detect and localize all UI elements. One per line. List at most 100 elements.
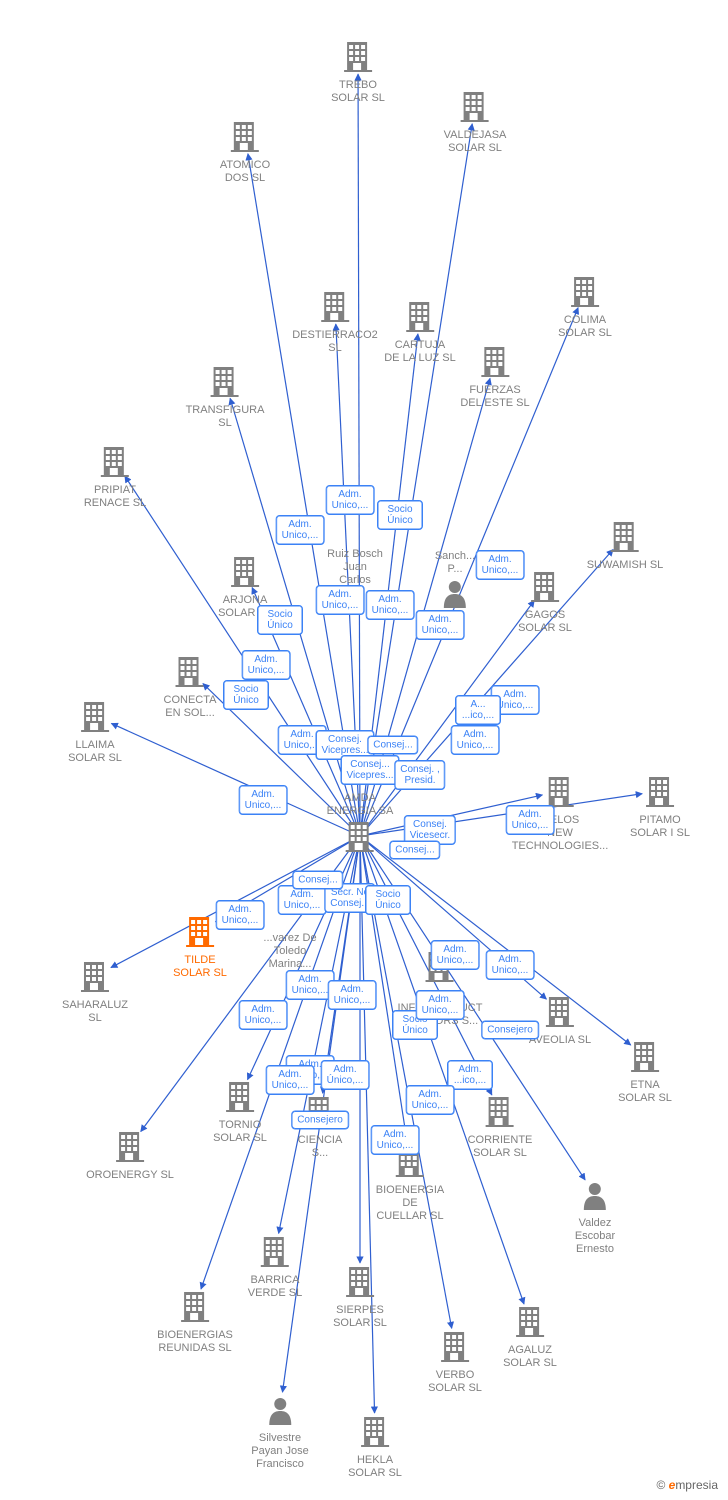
node-label: ...varez De Toledo Marina... [263, 932, 316, 971]
node-etna[interactable]: ETNA SOLAR SL [618, 1040, 672, 1105]
edge-label: Adm. Unico,... [366, 590, 415, 620]
node-label: AGALUZ SOLAR SL [503, 1344, 557, 1370]
copyright: © empresia [656, 1478, 718, 1492]
node-barrica[interactable]: BARRICA VERDE SL [248, 1235, 302, 1300]
edge-label: Adm. Unico,... [431, 940, 480, 970]
node-colima[interactable]: COLIMA SOLAR SL [558, 275, 612, 340]
node-label: VERBO SOLAR SL [428, 1369, 482, 1395]
node-gagos[interactable]: GAGOS SOLAR SL [518, 570, 572, 635]
node-alvarez[interactable]: ...varez De Toledo Marina... [263, 930, 316, 971]
node-label: TRANSFIGURA SL [186, 404, 265, 430]
node-hekla[interactable]: HEKLA SOLAR SL [348, 1415, 402, 1480]
node-destierraco[interactable]: DESTIERRACO2 SL [292, 290, 378, 355]
node-label: BIOENERGIA DE CUELLAR SL [376, 1184, 444, 1223]
edge-label: Adm. Unico,... [416, 990, 465, 1020]
node-pitamo[interactable]: PITAMO SOLAR I SL [630, 775, 690, 840]
edge-label: Adm. Único,... [321, 1060, 370, 1090]
node-suwamish[interactable]: SUWAMISH SL [587, 520, 664, 572]
node-label: BARRICA VERDE SL [248, 1274, 302, 1300]
node-valdejasa[interactable]: VALDEJASA SOLAR SL [444, 90, 507, 155]
edge-label: Consej... [389, 841, 440, 860]
edge-label: Adm. Unico,... [406, 1085, 455, 1115]
node-label: OROENERGY SL [86, 1169, 174, 1182]
node-bioenergia[interactable]: BIOENERGIA DE CUELLAR SL [376, 1145, 444, 1223]
node-corriente[interactable]: CORRIENTE SOLAR SL [468, 1095, 533, 1160]
node-label: HEKLA SOLAR SL [348, 1454, 402, 1480]
node-label: Sanch... P... [435, 550, 475, 576]
node-label: SAHARALUZ SL [62, 999, 128, 1025]
node-label: LLAIMA SOLAR SL [68, 739, 122, 765]
node-label: FUERZAS DEL ESTE SL [460, 384, 529, 410]
node-label: VALDEJASA SOLAR SL [444, 129, 507, 155]
edge-label: Consej... [367, 736, 418, 755]
node-label: CIENCIA S... [298, 1134, 343, 1160]
node-label: CORRIENTE SOLAR SL [468, 1134, 533, 1160]
edge-label: Adm. Unico,... [239, 1000, 288, 1030]
node-label: TORNIO SOLAR SL [213, 1119, 267, 1145]
node-label: SUWAMISH SL [587, 559, 664, 572]
node-tornio[interactable]: TORNIO SOLAR SL [213, 1080, 267, 1145]
node-label: ATOMICO DOS SL [220, 159, 270, 185]
edge [358, 74, 360, 836]
node-transfigura[interactable]: TRANSFIGURA SL [186, 365, 265, 430]
edge-label: Socio Único [365, 885, 411, 915]
node-sanch[interactable]: Sanch... P... [435, 550, 475, 613]
node-label: CONECTA EN SOL... [164, 694, 217, 720]
edge-label: Adm. Unico,... [371, 1125, 420, 1155]
edge-label: Consej. , Presid. [394, 760, 445, 790]
node-sierpes[interactable]: SIERPES SOLAR SL [333, 1265, 387, 1330]
node-label: AMDA ENERGIA SA [327, 792, 394, 818]
node-label: PRIPIAT RENACE SL [84, 484, 146, 510]
edge-label: Socio Único [257, 605, 303, 635]
edge-label: Socio Único [223, 680, 269, 710]
node-label: GAGOS SOLAR SL [518, 609, 572, 635]
edge-label: Consej... Vicepres... [340, 755, 399, 785]
edge-label: Adm. ...ico,... [447, 1060, 493, 1090]
node-pripiat[interactable]: PRIPIAT RENACE SL [84, 445, 146, 510]
edge-label: Adm. Unico,... [416, 610, 465, 640]
edge-label: Adm. Unico,... [476, 550, 525, 580]
edge-label: Adm. Unico,... [278, 885, 327, 915]
node-saharaluz[interactable]: SAHARALUZ SL [62, 960, 128, 1025]
edge-label: Adm. Unico,... [316, 585, 365, 615]
node-label: Valdez Escobar Ernesto [575, 1217, 615, 1256]
node-atomico[interactable]: ATOMICO DOS SL [220, 120, 270, 185]
edge-label: Adm. Unico,... [216, 900, 265, 930]
edge-label: Socio Único [377, 500, 423, 530]
node-llaima[interactable]: LLAIMA SOLAR SL [68, 700, 122, 765]
node-label: TREBO SOLAR SL [331, 79, 385, 105]
node-conecta[interactable]: CONECTA EN SOL... [164, 655, 217, 720]
node-verbo[interactable]: VERBO SOLAR SL [428, 1330, 482, 1395]
node-label: SIERPES SOLAR SL [333, 1304, 387, 1330]
node-label: BIOENERGIAS REUNIDAS SL [157, 1329, 233, 1355]
edge-label: Adm. Unico,... [266, 1065, 315, 1095]
node-agaluz[interactable]: AGALUZ SOLAR SL [503, 1305, 557, 1370]
node-label: DESTIERRACO2 SL [292, 329, 378, 355]
edge-label: Adm. Unico,... [326, 485, 375, 515]
node-label: COLIMA SOLAR SL [558, 314, 612, 340]
node-label: CARTUJA DE LA LUZ SL [384, 339, 456, 365]
edge-label: Consejero [481, 1021, 539, 1040]
node-ruiz[interactable]: Ruiz Bosch Juan Carlos [327, 546, 383, 587]
edge-label: Adm. Unico,... [328, 980, 377, 1010]
node-label: Ruiz Bosch Juan Carlos [327, 548, 383, 587]
node-amda[interactable]: AMDA ENERGIA SA [327, 792, 394, 857]
edge-label: Consej... [292, 871, 343, 890]
edge-label: A... ...ico,... [455, 695, 501, 725]
edge-label: Adm. Unico,... [242, 650, 291, 680]
node-label: Silvestre Payan Jose Francisco [251, 1432, 308, 1471]
node-oroenergy[interactable]: OROENERGY SL [86, 1130, 174, 1182]
edge-label: Adm. Unico,... [486, 950, 535, 980]
node-label: ETNA SOLAR SL [618, 1079, 672, 1105]
node-silvestre[interactable]: Silvestre Payan Jose Francisco [251, 1395, 308, 1471]
node-fuerzas[interactable]: FUERZAS DEL ESTE SL [460, 345, 529, 410]
edge-label: Adm. Unico,... [506, 805, 555, 835]
node-trebo[interactable]: TREBO SOLAR SL [331, 40, 385, 105]
edge-label: Adm. Unico,... [451, 725, 500, 755]
edge-label: Consejero [291, 1111, 349, 1130]
node-cartuja[interactable]: CARTUJA DE LA LUZ SL [384, 300, 456, 365]
edge-label: Adm. Unico,... [239, 785, 288, 815]
node-label: TILDE SOLAR SL [173, 954, 227, 980]
node-bioenergias[interactable]: BIOENERGIAS REUNIDAS SL [157, 1290, 233, 1355]
node-valdez[interactable]: Valdez Escobar Ernesto [575, 1180, 615, 1256]
